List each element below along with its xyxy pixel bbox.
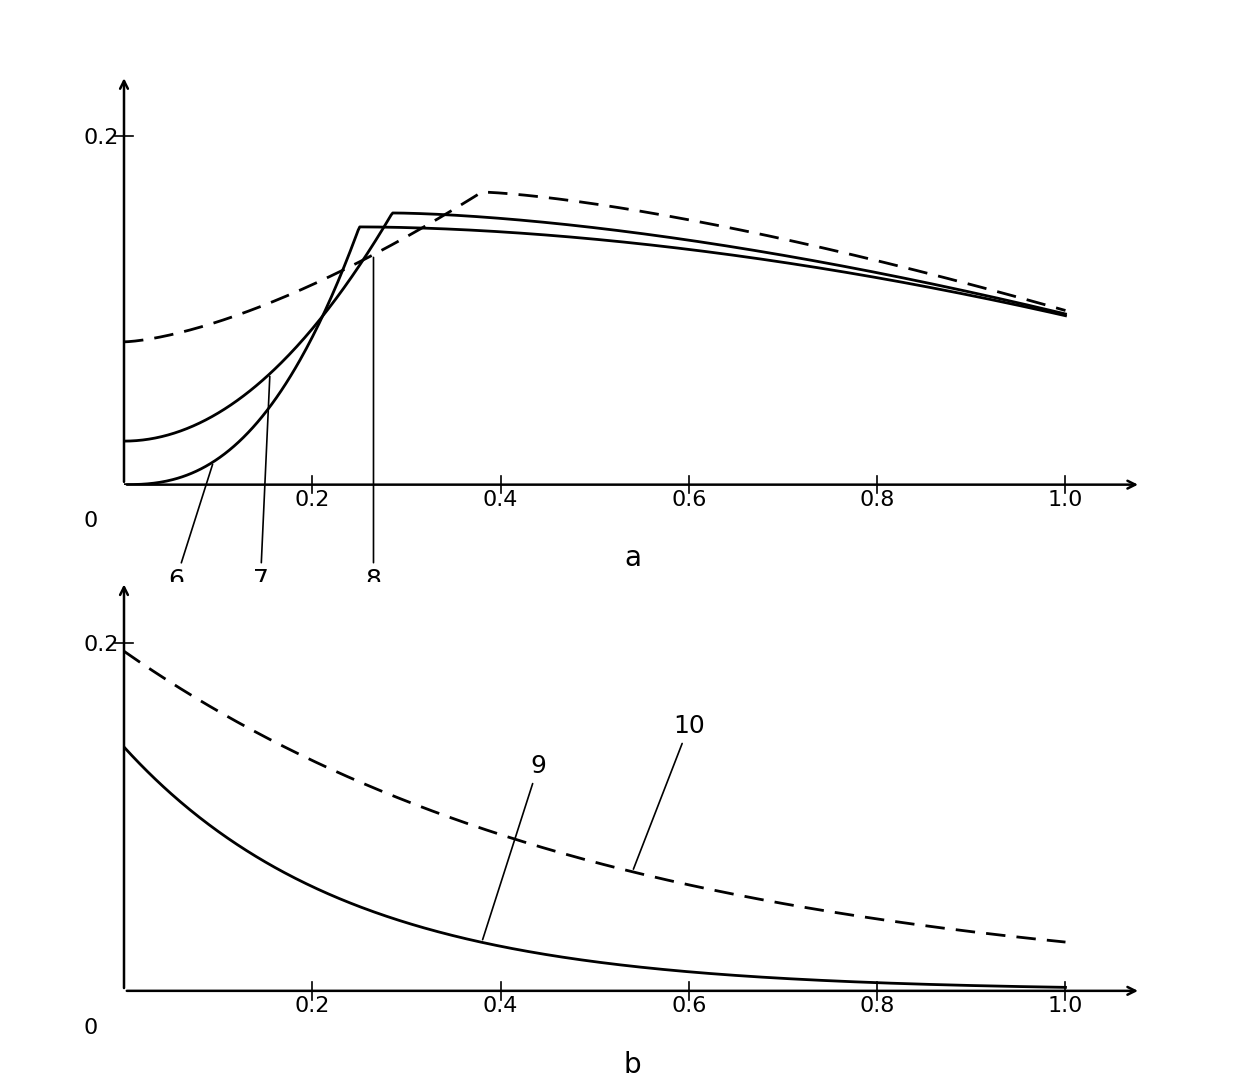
Text: 8: 8 [366, 257, 382, 592]
Text: b: b [624, 1050, 641, 1077]
Text: 6: 6 [167, 464, 212, 592]
Text: a: a [624, 544, 641, 572]
Text: 7: 7 [253, 376, 270, 592]
Text: 0: 0 [84, 512, 98, 531]
Text: 0: 0 [84, 1018, 98, 1037]
Text: 10: 10 [634, 714, 704, 869]
Text: 9: 9 [482, 754, 546, 939]
